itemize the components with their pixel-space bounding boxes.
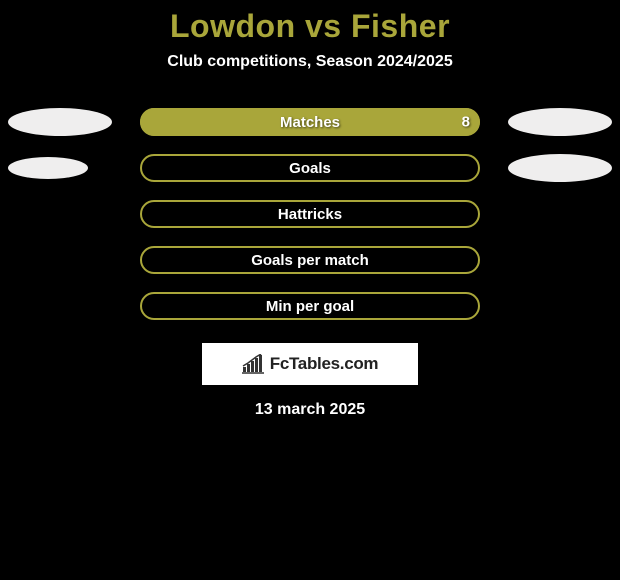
stat-rows-container: Matches8 Goals Hattricks Goals per match Min… bbox=[0, 99, 620, 329]
stat-row: Matches8 bbox=[0, 99, 620, 145]
bar-outline bbox=[140, 292, 480, 320]
stat-row: Goals per match bbox=[0, 237, 620, 283]
date-label: 13 march 2025 bbox=[0, 401, 620, 419]
player-marker-left bbox=[8, 108, 112, 136]
bar-outline bbox=[140, 200, 480, 228]
bar-outline bbox=[140, 246, 480, 274]
logo-text: FcTables.com bbox=[270, 354, 379, 374]
bar-outline bbox=[140, 108, 480, 136]
player-marker-right bbox=[508, 154, 612, 182]
logo-box: FcTables.com bbox=[202, 343, 418, 385]
player-marker-left bbox=[8, 157, 88, 179]
stat-bar: Min per goal bbox=[140, 292, 480, 320]
stat-row: Hattricks bbox=[0, 191, 620, 237]
stat-bar: Hattricks bbox=[140, 200, 480, 228]
stat-bar: Matches8 bbox=[140, 108, 480, 136]
stat-row: Min per goal bbox=[0, 283, 620, 329]
player-marker-right bbox=[508, 108, 612, 136]
bar-chart-icon bbox=[242, 354, 266, 374]
stat-bar: Goals bbox=[140, 154, 480, 182]
stat-value-right: 8 bbox=[462, 114, 470, 131]
stat-bar: Goals per match bbox=[140, 246, 480, 274]
page-subtitle: Club competitions, Season 2024/2025 bbox=[0, 53, 620, 99]
container: Lowdon vs Fisher Club competitions, Seas… bbox=[0, 0, 620, 419]
bar-outline bbox=[140, 154, 480, 182]
stat-row: Goals bbox=[0, 145, 620, 191]
page-title: Lowdon vs Fisher bbox=[0, 8, 620, 53]
